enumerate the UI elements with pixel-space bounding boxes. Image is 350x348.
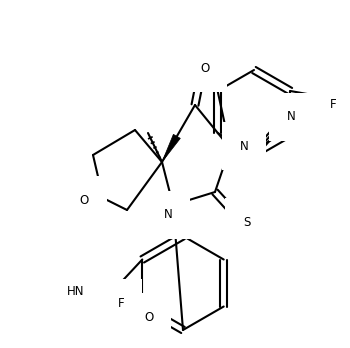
Text: O: O [144,311,154,324]
Text: O: O [200,62,210,74]
Text: F: F [330,71,337,85]
Polygon shape [162,134,180,162]
Text: F: F [330,85,337,97]
Text: S: S [243,215,250,229]
Text: HN: HN [67,285,84,298]
Text: N: N [164,208,172,221]
Text: N: N [240,140,249,152]
Text: F: F [118,297,124,310]
Text: O: O [80,193,89,206]
Text: F: F [330,97,337,111]
Text: N: N [287,111,296,124]
